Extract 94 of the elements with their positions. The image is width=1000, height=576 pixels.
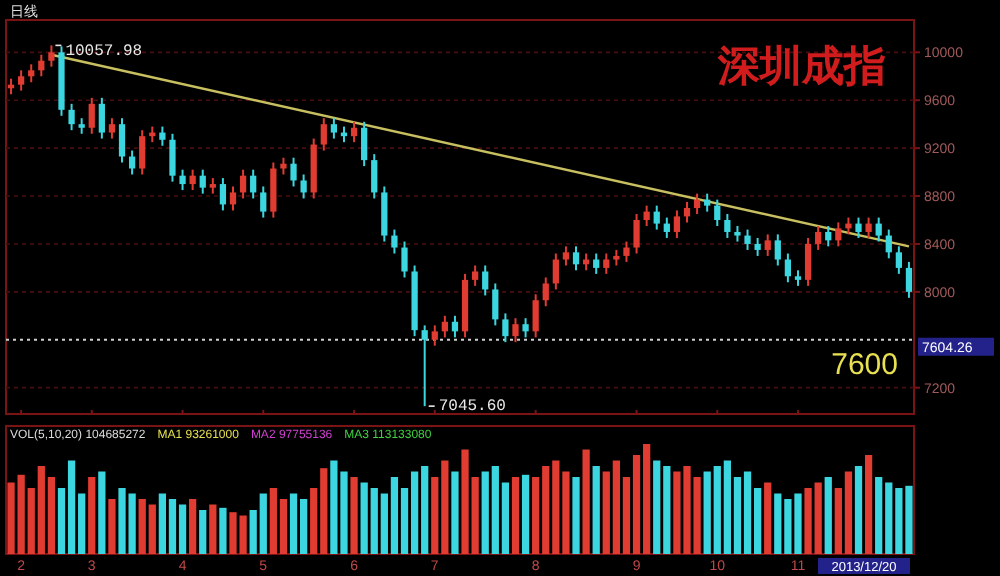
bar [209,504,217,554]
candlestick [724,213,731,239]
candlestick [492,282,499,327]
candlestick [300,173,307,200]
candlestick [431,324,438,347]
candlestick [482,264,489,297]
candlestick [330,117,338,140]
candlestick [572,245,580,272]
candlestick [653,204,660,231]
candlestick [663,216,670,239]
bar [824,477,832,554]
bar [98,471,106,554]
bar [764,482,772,554]
candlestick [139,129,146,176]
candlestick [88,96,95,135]
candlestick [532,293,539,339]
candlestick [693,192,701,216]
candlestick [603,252,610,275]
bar [592,466,600,554]
candlestick [371,153,378,200]
candlestick [562,245,570,267]
candlestick [199,168,206,195]
candlestick [905,260,913,299]
bar [521,474,530,554]
candlestick [633,213,640,255]
candlestick [451,314,459,339]
annotation: 10057.98 [65,43,143,62]
bar [199,510,207,554]
candlestick [552,252,559,291]
bar [219,507,227,554]
candlestick [18,69,25,92]
candlestick [804,236,812,287]
candlestick [350,120,358,144]
bar [572,477,580,554]
candlestick [381,185,388,243]
candlestick [169,132,176,183]
candlestick [522,317,529,339]
candlestick [714,198,721,227]
candlestick [815,224,822,251]
candlestick [391,228,398,255]
text: 深圳成指 [716,44,886,90]
candlestick [290,156,297,188]
candlestick [98,96,105,140]
candlestick [643,204,650,227]
candlestick [38,53,45,78]
candlestick [774,233,781,267]
candlestick [673,209,681,239]
candlestick [895,245,902,275]
candlestick [118,117,126,164]
candlestick [744,228,751,251]
candlestick [48,44,55,68]
candlestick [250,168,257,200]
candlestick [179,168,186,192]
bar [189,499,197,554]
candlestick [159,125,166,147]
ref-line-label: 7600 [831,347,898,382]
bar [88,477,96,554]
candlestick [472,264,479,287]
candlestick [865,216,872,239]
bar [854,466,863,554]
candlestick [270,161,277,219]
candlestick [623,240,630,263]
candlestick [229,185,237,212]
candlestick [239,168,247,200]
candlestick [421,324,428,408]
candlestick [683,201,691,224]
candlestick [189,168,196,192]
candlestick [512,317,519,344]
candlestick [310,137,317,200]
bar [864,455,873,554]
candlestick [441,314,448,339]
bar [511,477,520,554]
candlestick [320,117,327,152]
candlestick [260,185,267,219]
candlestick [825,224,832,248]
candlestick [835,221,842,248]
candlestick [68,102,75,132]
candlestick [502,312,509,344]
candlestick [108,117,116,140]
candlestick [784,252,792,284]
bar [582,449,590,554]
annotation: 7045.60 [438,398,507,417]
candlestick [219,177,227,212]
candlestick [542,276,549,308]
candlestick [593,252,600,275]
candlestick [361,120,368,168]
candlestick [885,228,892,260]
candlestick [855,216,862,239]
candlestick [875,216,882,243]
candlestick [401,240,408,279]
candlestick [764,233,771,257]
bar [451,471,459,554]
bar [350,477,358,554]
bar [108,499,116,554]
